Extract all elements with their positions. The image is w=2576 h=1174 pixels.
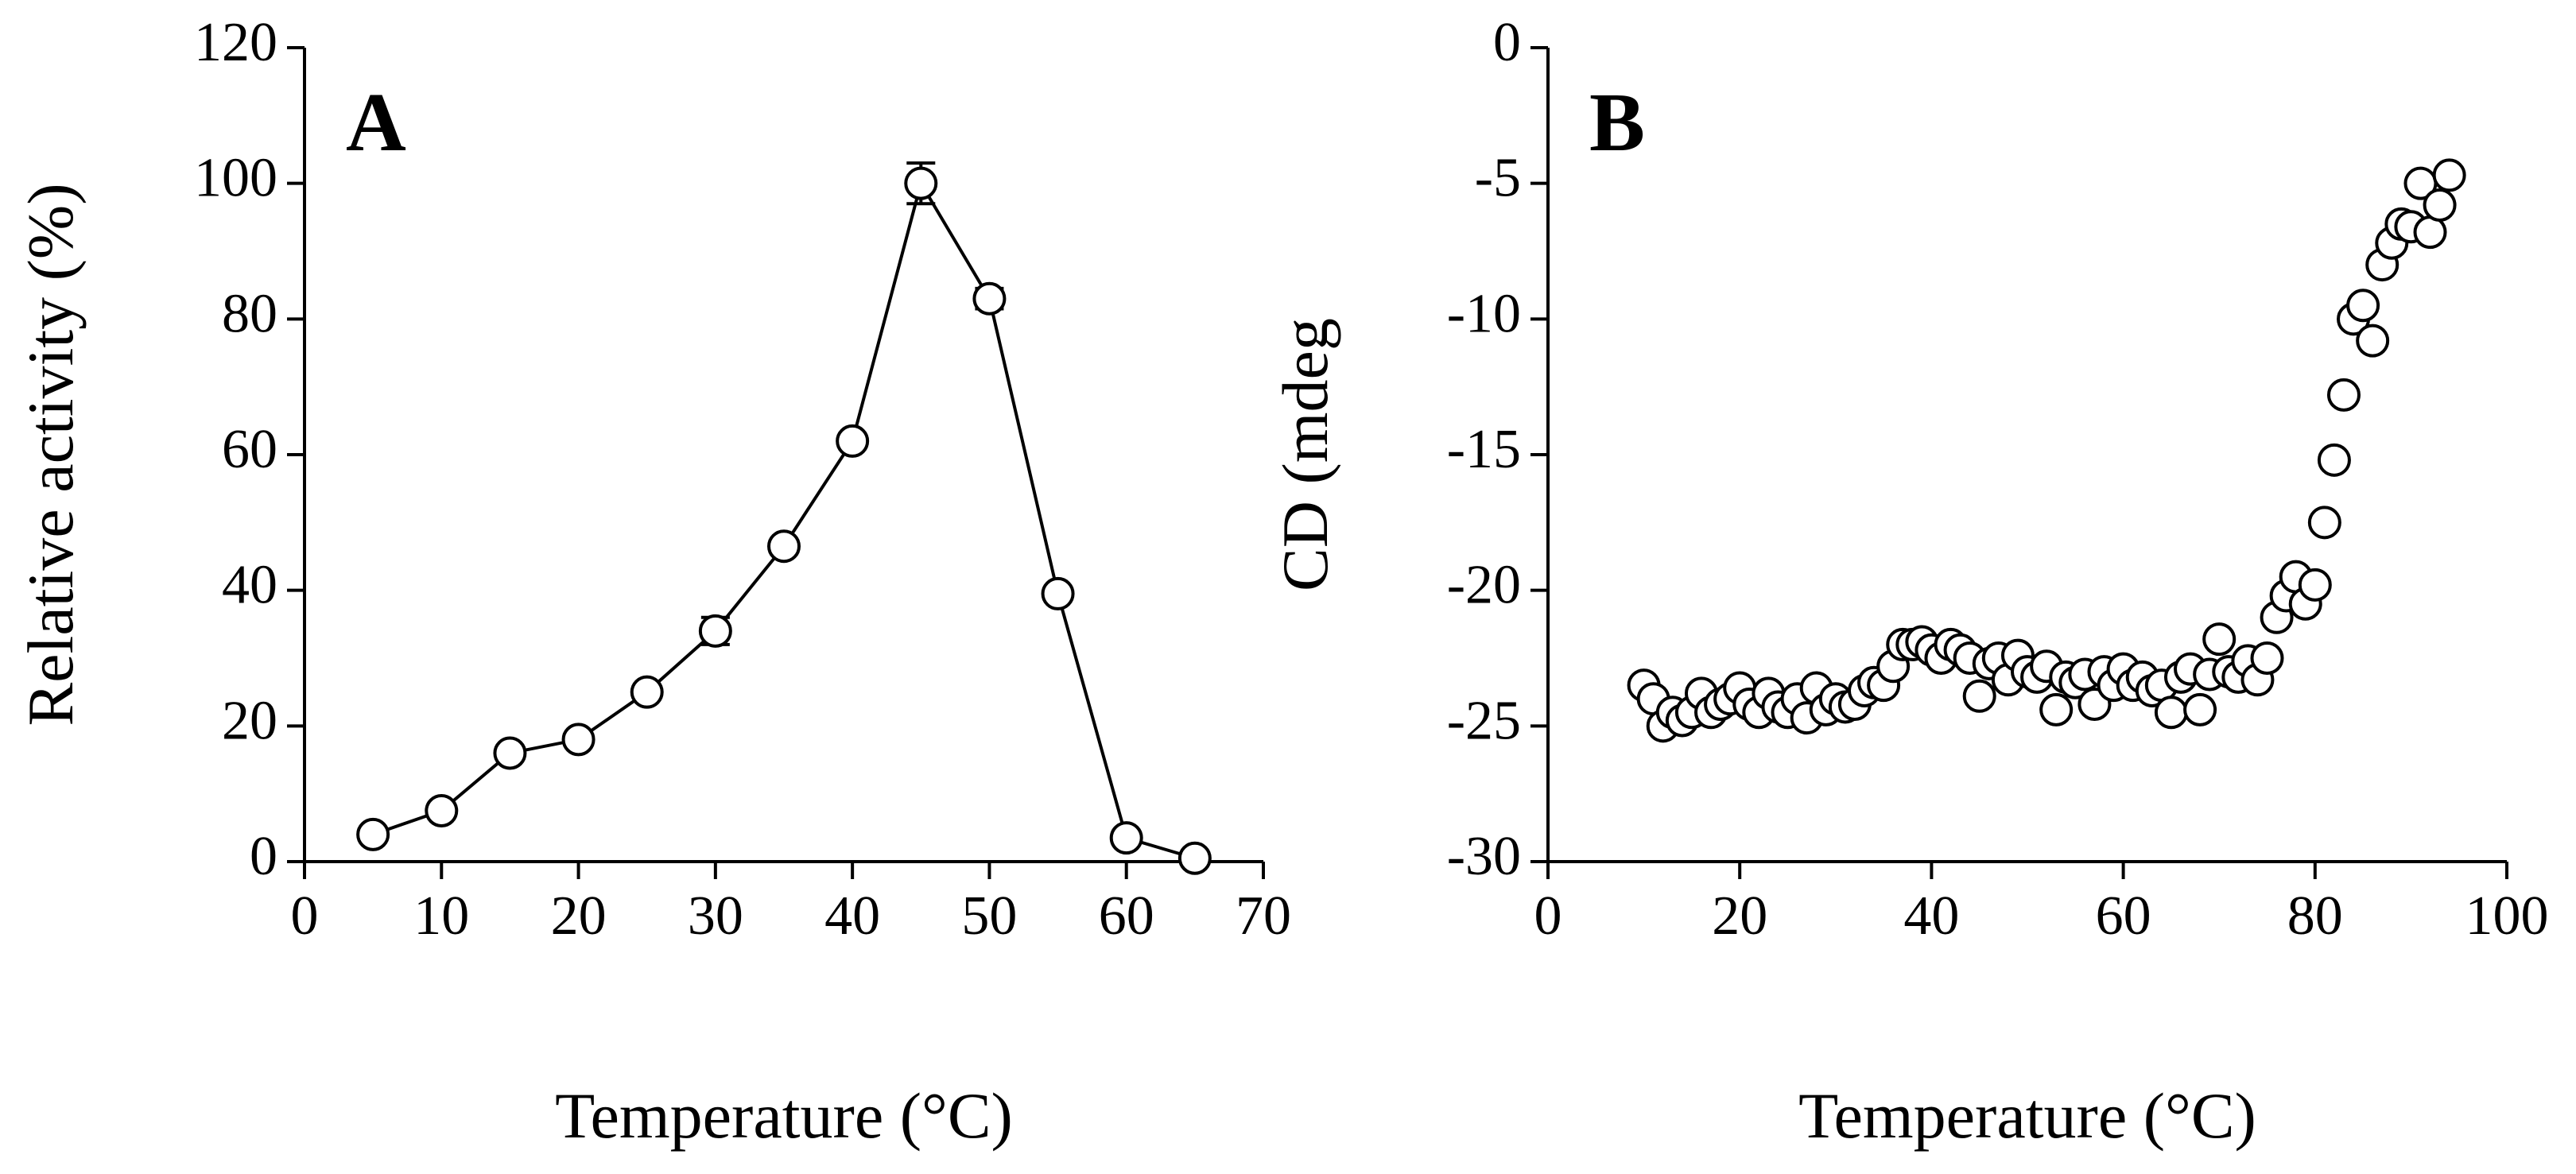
x-tick-label: 70: [1236, 885, 1291, 947]
data-point: [1962, 679, 1996, 713]
y-tick-label: 120: [194, 12, 277, 73]
y-tick-label: -5: [1475, 148, 1521, 209]
data-point: [2250, 641, 2284, 675]
data-point: [2356, 324, 2390, 358]
data-point: [2317, 443, 2351, 477]
data-point: [2423, 188, 2457, 222]
x-tick-label: 20: [551, 885, 607, 947]
y-tick-label: 0: [1493, 12, 1521, 73]
y-tick-label: -15: [1447, 419, 1521, 480]
x-tick-label: 30: [688, 885, 743, 947]
x-axis-title: Temperature (°C): [555, 1079, 1013, 1152]
data-point: [1109, 821, 1143, 855]
y-tick-label: -10: [1447, 283, 1521, 344]
panel-label: A: [346, 76, 406, 169]
y-tick-label: -20: [1447, 555, 1521, 616]
data-point: [767, 529, 801, 564]
data-point: [2326, 378, 2361, 412]
x-tick-label: 50: [961, 885, 1017, 947]
data-point: [2346, 289, 2380, 323]
data-point: [1041, 576, 1075, 610]
data-point: [836, 424, 870, 458]
data-point: [698, 614, 732, 648]
data-point: [1177, 841, 1212, 875]
data-point: [2202, 622, 2237, 657]
x-tick-label: 20: [1712, 885, 1767, 947]
data-point: [2039, 692, 2074, 726]
data-point: [2154, 695, 2188, 730]
x-tick-label: 0: [291, 885, 319, 947]
x-tick-label: 10: [413, 885, 469, 947]
data-point: [425, 794, 459, 827]
x-tick-label: 40: [824, 885, 880, 947]
data-point: [972, 281, 1007, 316]
x-tick-label: 60: [1099, 885, 1154, 947]
y-tick-label: 80: [222, 283, 277, 344]
x-tick-label: 80: [2287, 885, 2343, 947]
data-point: [561, 723, 596, 757]
x-tick-label: 0: [1534, 885, 1562, 947]
y-tick-label: -30: [1447, 826, 1521, 887]
data-point: [2183, 692, 2217, 726]
panel-label: B: [1589, 76, 1645, 169]
y-axis-title: CD (mdeg: [1269, 318, 1341, 591]
y-tick-label: 0: [250, 826, 277, 887]
y-tick-label: 100: [194, 148, 277, 209]
x-tick-label: 60: [2096, 885, 2151, 947]
y-tick-label: 40: [222, 555, 277, 616]
y-tick-label: 20: [222, 690, 277, 751]
x-tick-label: 40: [1903, 885, 1959, 947]
y-tick-label: 60: [222, 419, 277, 480]
data-point: [2298, 568, 2332, 602]
data-point: [356, 817, 390, 851]
data-point: [2432, 158, 2466, 192]
y-axis-title: Relative activity (%): [14, 183, 87, 726]
data-point: [630, 675, 664, 709]
x-tick-label: 100: [2465, 885, 2549, 947]
data-point: [493, 736, 527, 770]
x-axis-title: Temperature (°C): [1798, 1079, 2256, 1152]
data-point: [904, 166, 938, 200]
y-tick-label: -25: [1447, 690, 1521, 751]
data-point: [2307, 506, 2341, 540]
